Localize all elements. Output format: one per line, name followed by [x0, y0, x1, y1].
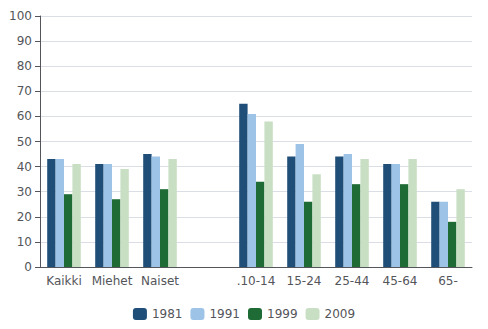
svg-text:Kaikki: Kaikki [46, 274, 82, 288]
svg-text:70: 70 [17, 84, 32, 98]
svg-text:45-64: 45-64 [383, 274, 418, 288]
svg-text:.10-14: .10-14 [237, 274, 276, 288]
svg-text:30: 30 [17, 185, 32, 199]
svg-text:20: 20 [17, 210, 32, 224]
svg-text:1981: 1981 [152, 307, 183, 321]
svg-text:0: 0 [24, 260, 32, 274]
svg-text:50: 50 [17, 135, 32, 149]
svg-text:15-24: 15-24 [287, 274, 322, 288]
svg-text:10: 10 [17, 235, 32, 249]
svg-text:25-44: 25-44 [335, 274, 370, 288]
svg-text:Naiset: Naiset [141, 274, 179, 288]
svg-text:80: 80 [17, 59, 32, 73]
svg-text:90: 90 [17, 34, 32, 48]
svg-text:65-: 65- [438, 274, 458, 288]
svg-text:2009: 2009 [325, 307, 356, 321]
svg-text:40: 40 [17, 160, 32, 174]
svg-text:1999: 1999 [267, 307, 298, 321]
svg-text:Miehet: Miehet [92, 274, 133, 288]
svg-text:1991: 1991 [209, 307, 240, 321]
svg-text:60: 60 [17, 109, 32, 123]
svg-text:100: 100 [9, 9, 32, 23]
